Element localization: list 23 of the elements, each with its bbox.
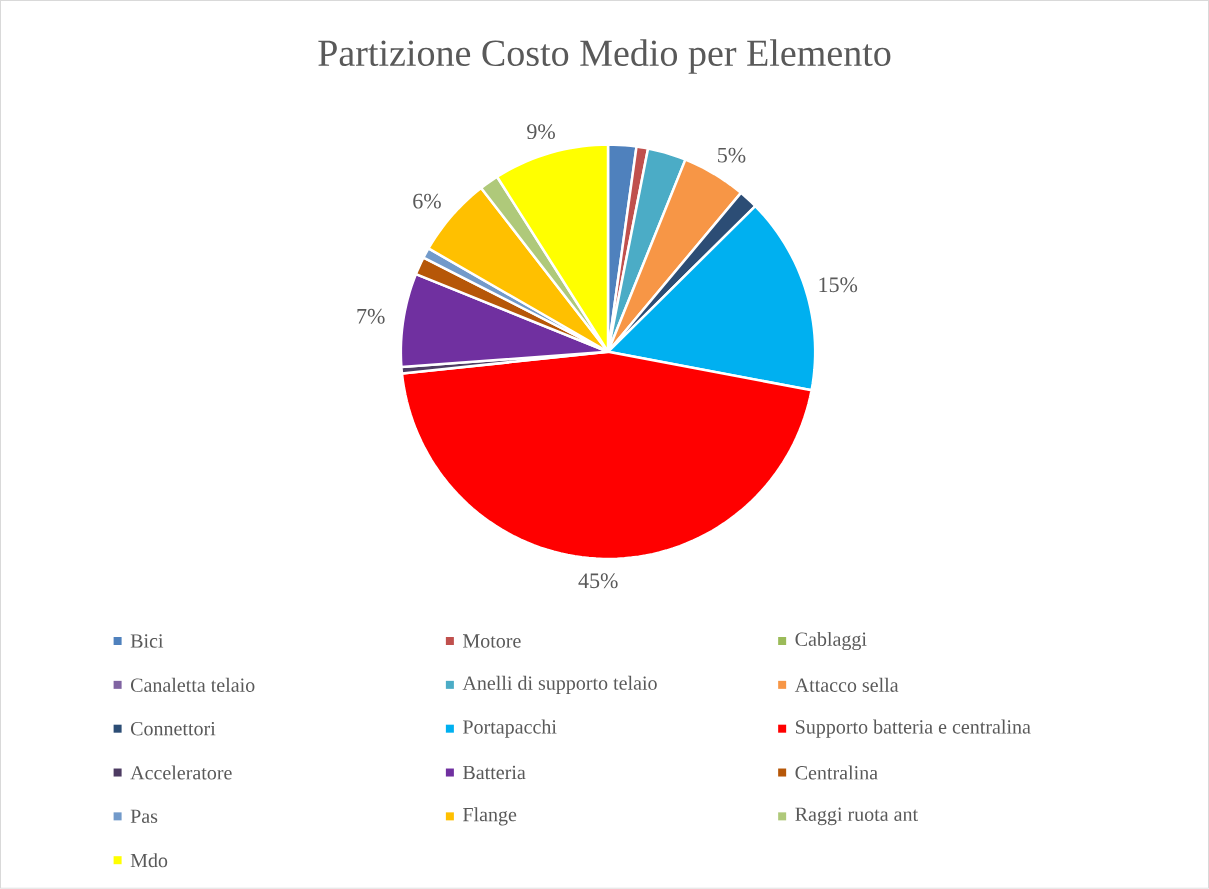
- legend-label: Portapacchi: [463, 719, 557, 738]
- legend-label: Attacco sella: [794, 677, 899, 693]
- legend-label: Cablaggi: [795, 632, 867, 651]
- data-label: 7%: [357, 308, 385, 324]
- legend-label: Batteria: [463, 765, 526, 780]
- legend-label: Centralina: [795, 765, 878, 780]
- legend-label: Acceleratore: [130, 765, 232, 780]
- legend-label: Bici: [130, 634, 164, 648]
- legend-label: Anelli di supporto telaio: [462, 675, 657, 695]
- data-label: 9%: [527, 124, 555, 140]
- data-label: 6%: [413, 193, 441, 209]
- legend-label: Raggi ruota ant: [795, 807, 918, 826]
- legend-label: Mdo: [130, 853, 168, 868]
- legend-label: Motore: [463, 634, 521, 648]
- data-label: 45%: [578, 573, 618, 589]
- data-label: 15%: [819, 277, 858, 293]
- legend-label: Canaletta telaio: [130, 677, 255, 693]
- legend-label: Flange: [463, 807, 517, 826]
- chart-title: Partizione Costo Medio per Elemento: [318, 39, 891, 74]
- data-label: 5%: [718, 147, 746, 163]
- legend-label: Pas: [130, 809, 158, 824]
- legend-label: Supporto batteria e centralina: [796, 719, 1031, 738]
- legend-label: Connettori: [130, 722, 216, 736]
